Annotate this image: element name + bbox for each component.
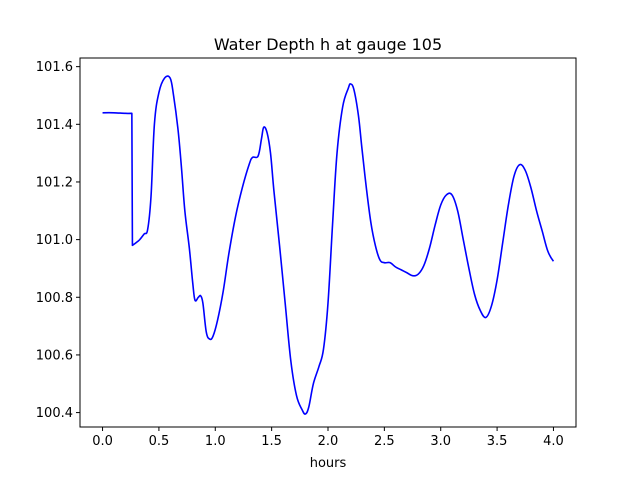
x-axis: 0.0 0.5 1.0 1.5 2.0 2.5 3.0 3.5 4.0 [92,427,564,449]
y-tick-label: 101.6 [36,60,73,75]
x-tick-label: 3.5 [487,434,508,449]
x-tick-label: 3.0 [430,434,451,449]
chart-title: Water Depth h at gauge 105 [214,35,442,54]
x-tick-label: 4.0 [543,434,564,449]
y-tick-label: 100.4 [36,406,73,421]
x-tick-label: 2.0 [318,434,339,449]
x-tick-label: 1.5 [261,434,282,449]
y-tick-label: 101.2 [36,175,73,190]
y-tick-label: 101.0 [36,233,73,248]
x-tick-label: 0.0 [92,434,113,449]
y-tick-label: 101.4 [36,118,73,133]
x-axis-label: hours [310,456,347,471]
y-tick-label: 100.6 [36,348,73,363]
x-tick-label: 2.5 [374,434,395,449]
y-tick-label: 100.8 [36,291,73,306]
plot-frame [79,57,577,428]
series-line [102,75,555,415]
x-tick-label: 0.5 [149,434,170,449]
y-axis: 100.4 100.6 100.8 101.0 101.2 101.4 101.6 [36,60,80,421]
plot-area [79,57,577,428]
x-tick-label: 1.0 [205,434,226,449]
